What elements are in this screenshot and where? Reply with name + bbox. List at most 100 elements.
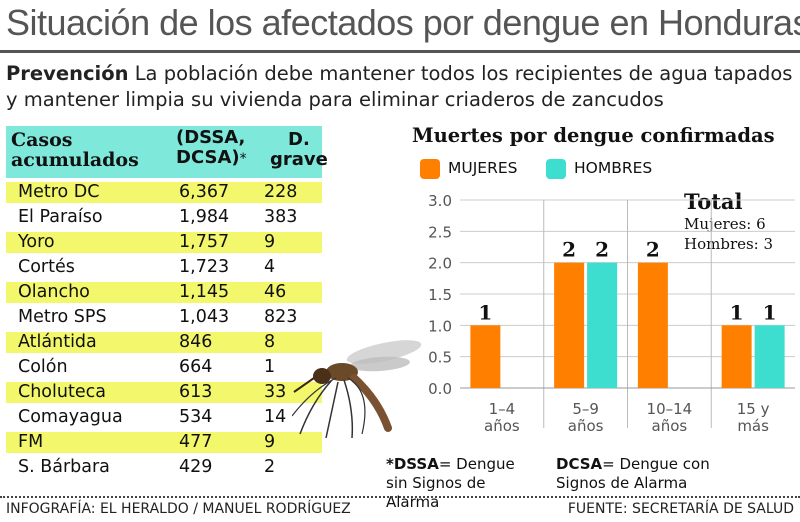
- bar-value-label: 1: [763, 300, 777, 324]
- table-row: Yoro 1,757 9: [6, 232, 322, 253]
- table-row: Olancho 1,145 46: [6, 282, 322, 303]
- legend-swatch-hombres: [546, 159, 566, 179]
- row-name: Olancho: [18, 282, 90, 302]
- row-name: Metro DC: [18, 182, 100, 202]
- header-casos: Casos acumulados: [11, 129, 139, 171]
- row-cases: 1,757: [179, 232, 230, 252]
- legend-label-mujeres: MUJERES: [448, 159, 518, 177]
- y-tick-label: 0.0: [428, 380, 452, 398]
- row-name: Atlántida: [18, 332, 97, 352]
- prevention-text: La población debe mantener todos los rec…: [6, 62, 793, 111]
- row-cases: 664: [179, 357, 213, 377]
- table-row: El Paraíso 1,984 383: [6, 207, 322, 228]
- bar-hombres: [754, 325, 785, 388]
- title-divider: [0, 50, 800, 53]
- row-grave: 2: [264, 457, 276, 477]
- x-tick-label: años: [652, 417, 688, 435]
- bar-mujeres: [554, 262, 585, 388]
- table-row: Metro DC 6,367 228: [6, 182, 322, 203]
- bar-mujeres: [637, 262, 668, 388]
- row-cases: 429: [179, 457, 213, 477]
- row-name: Choluteca: [18, 382, 106, 402]
- x-tick-label: 15 y: [737, 400, 770, 418]
- asterisk: *: [239, 151, 247, 167]
- chart-title: Muertes por dengue confirmadas: [412, 124, 775, 147]
- row-name: Yoro: [18, 232, 55, 252]
- header-grave: D. grave: [270, 129, 328, 170]
- credit-infografia: INFOGRAFÍA: EL HERALDO / MANUEL RODRÍGUE…: [6, 501, 351, 517]
- row-grave: 46: [264, 282, 287, 302]
- note-dcsa: DCSA= Dengue con Signos de Alarma: [556, 455, 710, 492]
- row-grave: 14: [264, 407, 287, 427]
- table-row: Atlántida 846 8: [6, 332, 322, 353]
- row-grave: 228: [264, 182, 298, 202]
- page-title: Situación de los afectados por dengue en…: [6, 2, 800, 43]
- prevention-note: Prevención La población debe mantener to…: [6, 61, 796, 113]
- y-tick-label: 3.0: [428, 192, 452, 210]
- credit-fuente: FUENTE: SECRETARÍA DE SALUD: [567, 501, 794, 517]
- row-grave: 4: [264, 257, 276, 277]
- bar-value-label: 2: [646, 238, 660, 262]
- table-row: Comayagua 534 14: [6, 407, 322, 428]
- bar-value-label: 2: [595, 238, 609, 262]
- row-cases: 477: [179, 432, 213, 452]
- bar-hombres: [587, 262, 618, 388]
- row-name: Comayagua: [18, 407, 123, 427]
- x-tick-label: 5–9: [572, 400, 599, 418]
- row-cases: 534: [179, 407, 213, 427]
- row-grave: 9: [264, 432, 276, 452]
- row-cases: 613: [179, 382, 213, 402]
- row-cases: 1,723: [179, 257, 230, 277]
- table-row: Choluteca 613 33: [6, 382, 322, 403]
- mosquito-illustration: [292, 340, 422, 439]
- totals-hombres: Hombres: 3: [684, 235, 774, 253]
- row-name: Colón: [18, 357, 68, 377]
- y-tick-label: 2.0: [428, 255, 452, 273]
- table-row: FM 477 9: [6, 432, 322, 453]
- row-grave: 1: [264, 357, 276, 377]
- totals-mujeres: Mujeres: 6: [684, 215, 766, 233]
- note-dssa: *DSSA= Dengue sin Signos de Alarma: [386, 455, 515, 511]
- row-cases: 1,145: [179, 282, 230, 302]
- table-row: Metro SPS 1,043 823: [6, 307, 322, 328]
- y-tick-label: 0.5: [428, 349, 452, 367]
- table-row: Colón 664 1: [6, 357, 322, 378]
- row-grave: 823: [264, 307, 298, 327]
- row-name: El Paraíso: [18, 207, 103, 227]
- bar-value-label: 1: [730, 300, 744, 324]
- row-grave: 383: [264, 207, 298, 227]
- row-name: Cortés: [18, 257, 75, 277]
- totals-title: Total: [684, 189, 743, 214]
- footer-divider: [0, 496, 800, 498]
- bar-mujeres: [721, 325, 752, 388]
- row-cases: 1,984: [179, 207, 230, 227]
- y-tick-label: 1.0: [428, 317, 452, 335]
- table-row: Cortés 1,723 4: [6, 257, 322, 278]
- table-header: Casos acumulados (DSSA, DCSA)* D. grave: [6, 126, 328, 178]
- row-name: Metro SPS: [18, 307, 107, 327]
- row-grave: 33: [264, 382, 287, 402]
- x-tick-label: años: [568, 417, 604, 435]
- row-name: FM: [18, 432, 44, 452]
- row-cases: 6,367: [179, 182, 230, 202]
- totals-box: Total Mujeres: 6 Hombres: 3: [684, 190, 794, 254]
- row-grave: 8: [264, 332, 276, 352]
- row-name: S. Bárbara: [18, 457, 110, 477]
- bar-value-label: 1: [478, 300, 492, 324]
- x-tick-label: 10–14: [647, 400, 693, 418]
- x-tick-label: 1–4: [489, 400, 516, 418]
- y-tick-label: 1.5: [428, 286, 452, 304]
- legend-swatch-mujeres: [420, 159, 440, 179]
- y-tick-label: 2.5: [428, 223, 452, 241]
- row-cases: 846: [179, 332, 213, 352]
- row-grave: 9: [264, 232, 276, 252]
- table-row: S. Bárbara 429 2: [6, 457, 322, 478]
- legend-label-hombres: HOMBRES: [574, 159, 653, 177]
- bar-mujeres: [470, 325, 501, 388]
- header-dssa: (DSSA, DCSA)*: [176, 127, 247, 168]
- bar-value-label: 2: [562, 238, 576, 262]
- x-tick-label: años: [484, 417, 520, 435]
- prevention-label: Prevención: [6, 62, 129, 85]
- row-cases: 1,043: [179, 307, 230, 327]
